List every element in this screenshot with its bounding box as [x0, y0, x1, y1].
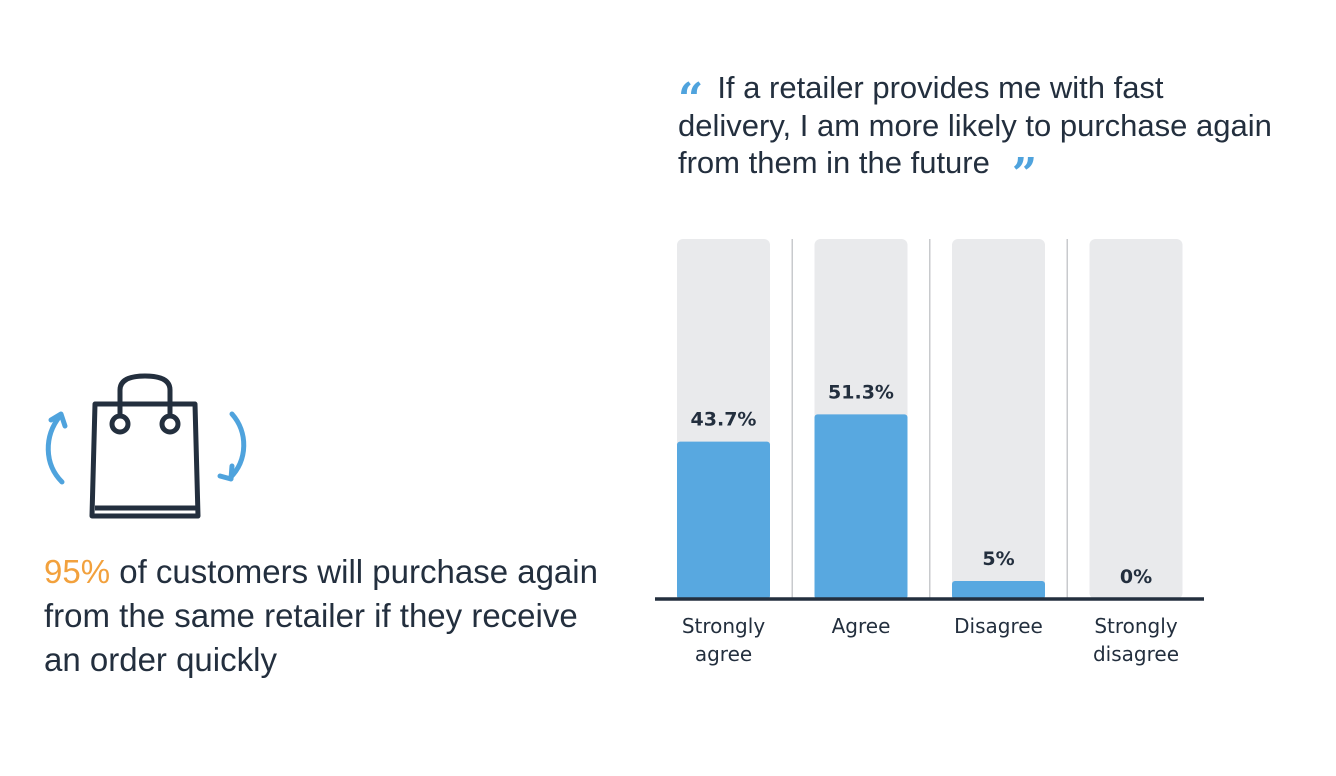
bar-value-label: 5%	[982, 548, 1014, 570]
bar-track	[952, 239, 1045, 599]
close-quote-icon: ”	[1011, 149, 1038, 200]
category-label: Strongly	[1094, 614, 1177, 638]
quote-body: If a retailer provides me with fast deli…	[678, 70, 1272, 180]
category-label: Agree	[832, 614, 891, 638]
category-label: Disagree	[954, 614, 1043, 638]
category-label: agree	[695, 642, 752, 666]
stat-text: 95% of customers will purchase again fro…	[44, 550, 604, 682]
bar	[677, 441, 770, 599]
shopping-bag-icon	[45, 373, 247, 519]
category-label: disagree	[1093, 642, 1179, 666]
stat-body: of customers will purchase again from th…	[44, 553, 598, 678]
bar	[952, 581, 1045, 599]
quote-text: “If a retailer provides me with fast del…	[678, 69, 1278, 197]
category-label: Strongly	[682, 614, 765, 638]
stat-highlight: 95%	[44, 553, 111, 590]
bar-track	[1089, 239, 1183, 599]
circular-arrows-icon	[45, 411, 247, 485]
bar	[814, 414, 908, 599]
bar-value-label: 0%	[1120, 566, 1152, 588]
bar-value-label: 43.7%	[691, 409, 757, 431]
bar-value-label: 51.3%	[828, 381, 894, 403]
